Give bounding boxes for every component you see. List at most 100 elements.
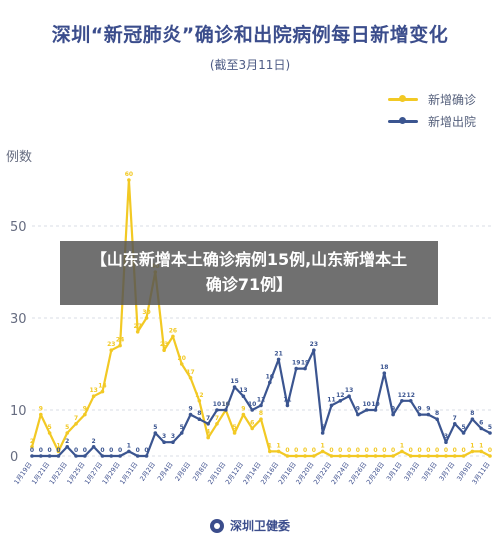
data-point-discharged (329, 403, 334, 408)
data-point-discharged (74, 454, 78, 458)
data-point-confirmed (382, 454, 387, 458)
data-point-confirmed (364, 454, 369, 458)
data-label-confirmed: 0 (444, 447, 448, 454)
data-label-confirmed: 1 (321, 442, 325, 449)
data-point-discharged (426, 412, 431, 417)
data-label-discharged: 18 (380, 364, 388, 371)
data-label-confirmed: 1 (479, 442, 483, 449)
data-label-confirmed: 5 (65, 424, 69, 431)
data-point-discharged (39, 454, 43, 458)
data-point-confirmed (373, 454, 378, 458)
data-label-confirmed: 0 (294, 447, 298, 454)
health-commission-logo-icon (209, 519, 224, 533)
data-point-discharged (285, 403, 290, 408)
data-label-discharged: 11 (257, 396, 265, 403)
legend-label-confirmed: 新增确诊 (428, 93, 477, 107)
data-point-discharged (250, 408, 254, 412)
data-point-discharged (303, 366, 307, 371)
data-point-confirmed (118, 343, 122, 348)
data-point-discharged (435, 417, 439, 422)
x-tick-label: 3月1日 (385, 461, 404, 483)
data-label-confirmed: 8 (259, 410, 263, 417)
data-label-discharged: 0 (109, 447, 113, 454)
data-point-discharged (179, 431, 184, 435)
data-point-confirmed (47, 431, 52, 435)
data-label-discharged: 2 (92, 438, 96, 445)
data-point-discharged (276, 357, 281, 362)
data-label-discharged: 13 (239, 387, 247, 394)
data-label-discharged: 19 (292, 360, 300, 367)
data-label-discharged: 9 (391, 406, 395, 413)
data-label-confirmed: 0 (453, 447, 457, 454)
data-label-discharged: 12 (398, 392, 406, 399)
data-point-discharged (364, 408, 369, 412)
data-point-confirmed (312, 454, 316, 458)
data-label-confirmed: 0 (488, 447, 492, 454)
data-label-discharged: 8 (470, 410, 474, 417)
data-label-confirmed: 13 (89, 387, 97, 394)
x-tick-label: 3月7日 (438, 461, 457, 483)
data-point-confirmed (65, 431, 70, 435)
data-point-discharged (206, 422, 210, 426)
series-layer (30, 178, 492, 458)
y-axis-label: 例数 (6, 150, 33, 165)
data-label-discharged: 10 (248, 401, 256, 408)
data-point-confirmed (320, 449, 325, 454)
data-point-confirmed (171, 334, 175, 339)
data-point-confirmed (250, 426, 254, 431)
grid-layer (32, 225, 492, 457)
data-point-confirmed (488, 454, 492, 458)
data-label-discharged: 12 (336, 392, 344, 399)
news-headline-banner[interactable]: 【山东新增本土确诊病例15例,山东新增本土确诊71例】 (60, 241, 438, 305)
data-point-confirmed (215, 422, 219, 426)
x-tick-label: 1月31日 (118, 461, 139, 486)
data-label-confirmed: 0 (365, 447, 369, 454)
data-label-confirmed: 12 (195, 392, 203, 399)
data-label-confirmed: 0 (285, 447, 289, 454)
data-point-confirmed (241, 412, 246, 417)
label-layer: 2951579131423246027304023262017124710596… (30, 171, 492, 454)
data-point-discharged (109, 454, 114, 458)
data-label-discharged: 2 (65, 438, 69, 445)
data-label-confirmed: 9 (39, 406, 43, 413)
data-point-discharged (56, 454, 61, 458)
data-label-confirmed: 24 (116, 337, 124, 344)
data-label-discharged: 9 (426, 406, 430, 413)
data-point-confirmed (294, 454, 299, 458)
data-point-confirmed (400, 449, 404, 454)
data-point-confirmed (452, 454, 457, 458)
data-point-discharged (171, 440, 175, 445)
data-label-discharged: 9 (188, 406, 192, 413)
data-point-confirmed (338, 454, 343, 458)
data-point-confirmed (444, 454, 448, 458)
data-point-discharged (162, 440, 166, 445)
data-point-discharged (408, 399, 413, 403)
data-point-discharged (373, 408, 378, 412)
data-point-discharged (356, 412, 360, 417)
data-label-confirmed: 27 (134, 323, 142, 330)
data-label-discharged: 5 (461, 424, 465, 431)
data-label-confirmed: 0 (303, 447, 307, 454)
data-point-confirmed (39, 412, 43, 417)
data-point-discharged (417, 412, 422, 417)
data-label-confirmed: 30 (142, 309, 150, 316)
data-point-confirmed (197, 399, 202, 403)
data-point-confirmed (135, 330, 140, 334)
data-point-confirmed (276, 449, 281, 454)
data-point-discharged (444, 440, 448, 445)
data-point-discharged (338, 399, 343, 403)
data-label-confirmed: 23 (107, 341, 115, 348)
data-label-discharged: 0 (56, 447, 60, 454)
data-point-confirmed (144, 316, 149, 320)
x-tick-label: 3月5日 (420, 461, 439, 483)
chart-subtitle: (截至3月11日) (209, 58, 291, 72)
data-point-discharged (294, 366, 299, 371)
data-label-confirmed: 1 (56, 442, 60, 449)
footer-source-label: 深圳卫健委 (229, 519, 290, 533)
data-point-discharged (47, 454, 52, 458)
data-label-discharged: 19 (301, 360, 309, 367)
data-point-confirmed (206, 435, 210, 440)
legend-label-discharged: 新增出院 (428, 115, 477, 129)
data-label-confirmed: 0 (382, 447, 386, 454)
